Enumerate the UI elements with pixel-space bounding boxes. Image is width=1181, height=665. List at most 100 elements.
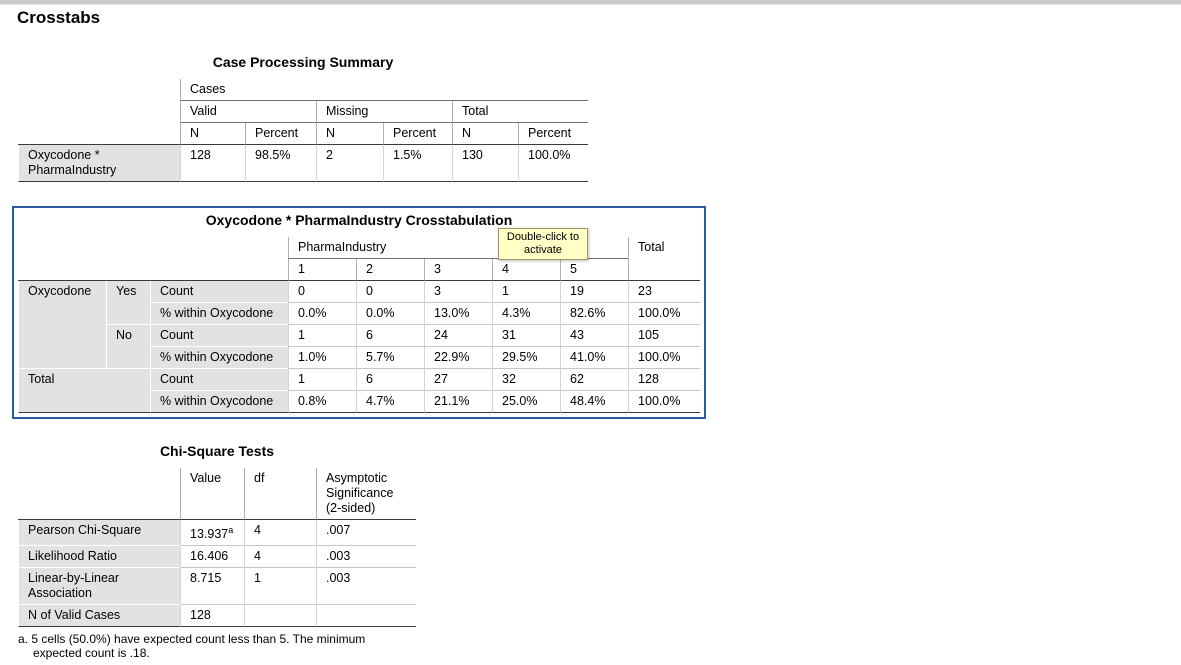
crosstab-col-header-5: 5 (560, 259, 629, 281)
chisq-row-label: N of Valid Cases (18, 605, 180, 628)
cps-cell-valid-n: 128 (180, 145, 245, 182)
crosstab-cell: 4.7% (356, 391, 424, 413)
cps-subheader-percent: Percent (245, 123, 316, 145)
cps-cell-total-percent: 100.0% (518, 145, 589, 182)
crosstab-col-header-3: 3 (424, 259, 492, 281)
cps-subheader-n: N (180, 123, 245, 145)
chisq-cell-sig: .003 (316, 546, 416, 569)
top-scroll-strip[interactable] (0, 0, 1181, 5)
chi-square-tests-object[interactable]: Chi-Square Tests Value df Asymptotic Sig… (18, 443, 416, 660)
crosstab-cell: 6 (356, 325, 424, 347)
chisq-header-sig: Asymptotic Significance (2-sided) (316, 468, 416, 520)
crosstab-cell: 1 (288, 369, 356, 391)
crosstab-cell: 22.9% (424, 347, 492, 369)
cps-cell-total-n: 130 (452, 145, 518, 182)
crosstab-cell: 100.0% (628, 391, 701, 413)
chisq-footnote-a: a. 5 cells (50.0%) have expected count l… (18, 632, 366, 661)
crosstab-col-header-1: 1 (288, 259, 356, 281)
crosstab-cell: 19 (560, 281, 629, 303)
chisq-row-label: Linear-by-Linear Association (18, 568, 180, 606)
crosstab-cell: 25.0% (492, 391, 560, 413)
crosstab-rowdim-oxycodone: Oxycodone (18, 281, 106, 369)
chisq-cell-df: 4 (244, 546, 316, 569)
crosstab-stat-label: % within Oxycodone (150, 347, 288, 369)
crosstab-cell: 29.5% (492, 347, 560, 369)
crosstab-stat-label: Count (150, 369, 288, 391)
chisq-cell-value: 128 (180, 605, 244, 628)
chisq-cell-sig: .007 (316, 520, 416, 547)
chisq-cell-sig (316, 605, 416, 628)
crosstab-cell: 41.0% (560, 347, 629, 369)
tooltip-line-2: activate (524, 244, 562, 256)
chisq-header-value: Value (180, 468, 244, 520)
crosstab-cell: 27 (424, 369, 492, 391)
crosstab-cell: 0.0% (288, 303, 356, 325)
chisq-pearson-value: 13.937 (190, 527, 229, 542)
cps-cell-missing-n: 2 (316, 145, 383, 182)
cps-table: Cases Valid Missing Total N Percent N Pe… (18, 79, 589, 182)
chisq-header-sig-line1: Asymptotic (326, 471, 388, 485)
crosstab-total-col-header: Total (628, 237, 701, 281)
crosstab-cell: 0.8% (288, 391, 356, 413)
crosstab-cell: 0 (288, 281, 356, 303)
footnote-marker-a: a (228, 525, 234, 535)
cps-cases-header: Cases (180, 79, 589, 101)
crosstab-cell: 43 (560, 325, 629, 347)
chisq-cell-value: 16.406 (180, 546, 244, 569)
crosstab-cell: 105 (628, 325, 701, 347)
chisq-row-label: Pearson Chi-Square (18, 520, 180, 547)
chisq-cell-sig: .003 (316, 568, 416, 606)
crosstab-stat-label: % within Oxycodone (150, 391, 288, 413)
crosstab-cell: 24 (424, 325, 492, 347)
cps-corner-cell (18, 123, 180, 145)
cps-group-total: Total (452, 101, 589, 123)
crosstab-cell: 62 (560, 369, 629, 391)
crosstab-cell: 21.1% (424, 391, 492, 413)
crosstab-colgroup-header: PharmaIndustry (288, 237, 629, 259)
crosstab-table: PharmaIndustry Total 1 2 3 4 5 Oxycodone… (18, 237, 701, 413)
crosstab-rowdim-total: Total (18, 369, 150, 413)
chisq-corner-cell (18, 468, 180, 520)
cps-subheader-n: N (452, 123, 518, 145)
selection-frame[interactable]: Oxycodone * PharmaIndustry Crosstabulati… (12, 206, 707, 419)
crosstab-cell: 5.7% (356, 347, 424, 369)
crosstab-cell: 82.6% (560, 303, 629, 325)
crosstab-cell: 1.0% (288, 347, 356, 369)
chisq-header-sig-line3: (2-sided) (326, 501, 376, 515)
crosstab-stat-label: Count (150, 281, 288, 303)
crosstab-cell: 0.0% (356, 303, 424, 325)
chisq-header-df: df (244, 468, 316, 520)
chisq-title: Chi-Square Tests (159, 443, 275, 459)
crosstab-title: Oxycodone * PharmaIndustry Crosstabulati… (205, 212, 513, 228)
chisq-header-sig-line2: Significance (326, 486, 394, 500)
crosstab-cell: 4.3% (492, 303, 560, 325)
crosstab-cell: 0 (356, 281, 424, 303)
crosstab-cell: 3 (424, 281, 492, 303)
cps-group-valid: Valid (180, 101, 316, 123)
cps-subheader-percent: Percent (383, 123, 452, 145)
crosstab-cell: 128 (628, 369, 701, 391)
crosstab-rowdim-no: No (106, 325, 150, 369)
crosstab-col-header-4: 4 (492, 259, 560, 281)
output-heading-crosstabs: Crosstabs (17, 8, 101, 27)
chisq-cell-value: 8.715 (180, 568, 244, 606)
case-processing-summary-object[interactable]: Case Processing Summary Cases Valid Miss… (18, 54, 589, 182)
cps-cell-missing-percent: 1.5% (383, 145, 452, 182)
crosstab-cell: 23 (628, 281, 701, 303)
crosstab-corner-cell (18, 237, 288, 281)
cps-subheader-percent: Percent (518, 123, 589, 145)
chisq-cell-df: 1 (244, 568, 316, 606)
cps-cell-valid-percent: 98.5% (245, 145, 316, 182)
crosstab-cell: 13.0% (424, 303, 492, 325)
crosstab-stat-label: % within Oxycodone (150, 303, 288, 325)
crosstab-cell: 100.0% (628, 303, 701, 325)
crosstab-cell: 1 (492, 281, 560, 303)
cps-group-missing: Missing (316, 101, 452, 123)
cps-row-label: Oxycodone * PharmaIndustry (18, 145, 180, 182)
crosstab-output-object[interactable]: Oxycodone * PharmaIndustry Crosstabulati… (12, 206, 707, 419)
double-click-tooltip: Double-click to activate (498, 228, 588, 260)
chisq-table: Value df Asymptotic Significance (2-side… (18, 468, 416, 628)
crosstab-cell: 32 (492, 369, 560, 391)
chisq-cell-df (244, 605, 316, 628)
